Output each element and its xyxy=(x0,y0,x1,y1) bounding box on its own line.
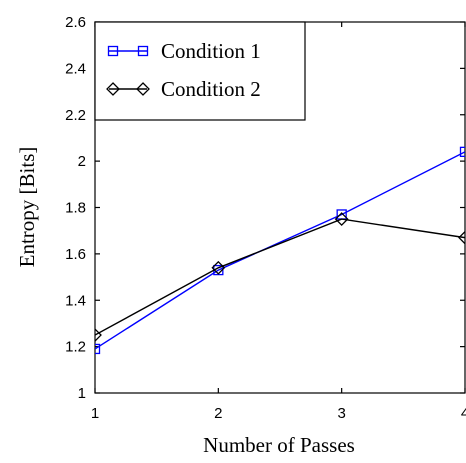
legend-label-1: Condition 1 xyxy=(161,39,261,63)
legend-label-2: Condition 2 xyxy=(161,77,261,101)
legend: Condition 1 Condition 2 xyxy=(95,22,305,120)
x-tick-label: 3 xyxy=(337,405,345,422)
series-1 xyxy=(91,147,466,353)
y-tick-label: 1.4 xyxy=(65,292,86,309)
x-tick-label: 4 xyxy=(461,405,466,422)
y-tick-label: 2.4 xyxy=(65,60,86,77)
y-axis-title: Entropy [Bits] xyxy=(15,147,39,268)
y-tick-label: 1.2 xyxy=(65,339,86,356)
y-tick-label: 1 xyxy=(78,385,86,402)
y-tick-label: 2.2 xyxy=(65,107,86,124)
x-tick-label: 1 xyxy=(91,405,99,422)
legend-box xyxy=(95,22,305,120)
y-tick-label: 2.6 xyxy=(65,14,86,31)
y-tick-label: 2 xyxy=(78,153,86,170)
x-tick-label: 2 xyxy=(214,405,222,422)
series-1-line xyxy=(95,152,465,349)
y-tick-label: 1.8 xyxy=(65,200,86,217)
series-layer xyxy=(89,147,466,353)
series-2 xyxy=(89,213,466,341)
y-tick-label: 1.6 xyxy=(65,246,86,263)
series-2-line xyxy=(95,219,465,335)
x-axis-title: Number of Passes xyxy=(203,433,355,457)
